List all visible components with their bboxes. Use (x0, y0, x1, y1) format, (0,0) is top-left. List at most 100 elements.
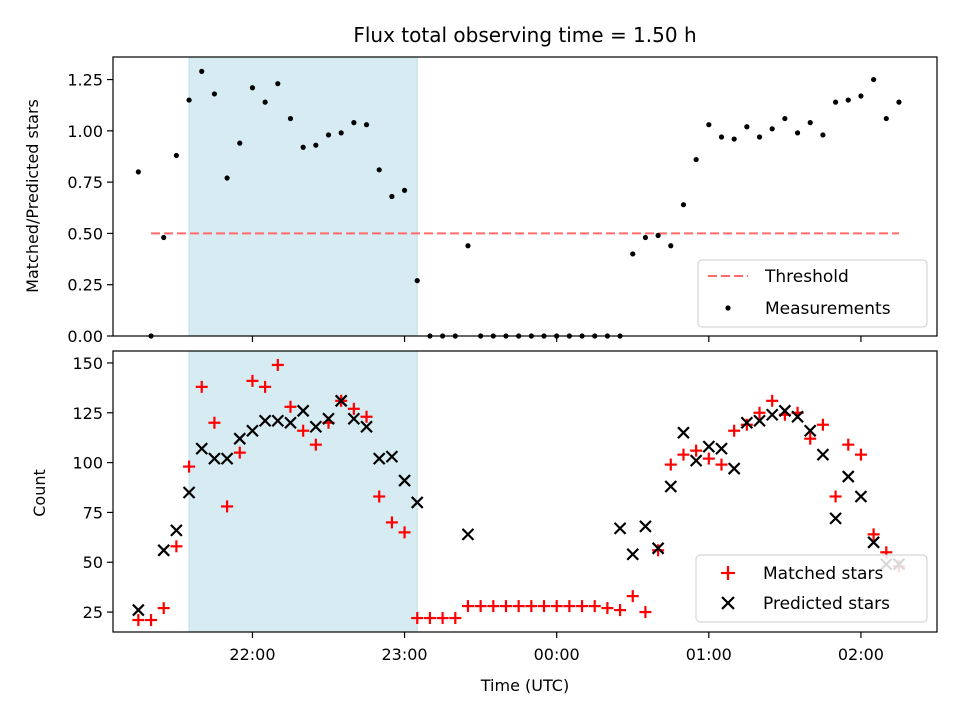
bottom-x-axis-label: Time (UTC) (480, 676, 569, 695)
measurement-point (668, 243, 674, 249)
predicted-star-point (157, 544, 170, 557)
matched-star-point (487, 600, 500, 613)
predicted-star-point (841, 470, 855, 483)
y-tick-label: 1.00 (67, 122, 103, 141)
measurement-point (731, 136, 737, 142)
legend-predicted-marker (721, 596, 735, 610)
y-tick-label: 75 (83, 503, 103, 522)
predicted-star-point (715, 442, 728, 455)
matched-star-point (284, 400, 297, 413)
y-tick-label: 1.25 (67, 71, 103, 90)
matched-star-point (639, 606, 652, 619)
measurement-point (173, 152, 179, 159)
matched-star-point (512, 600, 525, 613)
x-tick-label: 02:00 (838, 645, 884, 664)
measurement-point (782, 115, 788, 122)
predicted-star-point (613, 522, 627, 535)
x-tick-label: 01:00 (686, 645, 732, 664)
matched-star-point (347, 402, 360, 415)
predicted-star-point (702, 440, 716, 453)
measurement-point (313, 142, 319, 148)
matched-star-point (221, 500, 234, 513)
matched-star-point (867, 528, 880, 541)
matched-star-point (690, 444, 703, 457)
matched-star-point (538, 600, 551, 613)
matched-star-point (461, 600, 474, 613)
matched-star-point (183, 460, 196, 473)
matched-star-point (398, 526, 411, 539)
matched-star-point (525, 600, 538, 613)
predicted-star-point (220, 452, 234, 465)
measurement-point (832, 99, 839, 105)
measurement-point (630, 251, 636, 257)
measurement-point (744, 124, 750, 130)
y-tick-label: 0.50 (67, 224, 103, 243)
predicted-star-point (689, 454, 703, 467)
matched-star-point (246, 374, 259, 387)
measurement-point (199, 68, 205, 74)
predicted-star-point (372, 452, 386, 465)
legend-matched-label: Matched stars (763, 564, 883, 584)
matched-star-point (652, 544, 665, 557)
predicted-star-point (639, 520, 652, 533)
predicted-star-point (360, 420, 373, 434)
matched-star-point (423, 612, 436, 625)
predicted-star-point (271, 414, 285, 428)
measurement-point (325, 132, 332, 138)
predicted-star-point (461, 528, 475, 541)
measurement-point (680, 202, 687, 208)
predicted-star-point (195, 442, 209, 455)
measurement-point (287, 115, 294, 122)
matched-stars-series (132, 358, 905, 627)
top-y-axis-label: Matched/Predicted stars (23, 99, 42, 293)
predicted-star-point (791, 410, 804, 424)
matched-star-point (715, 458, 728, 471)
measurement-point (465, 243, 471, 249)
legend-measurements-label: Measurements (765, 299, 891, 319)
predicted-star-point (284, 416, 297, 430)
measurement-point (224, 175, 230, 181)
measurement-point (401, 187, 408, 193)
predicted-star-point (626, 547, 640, 561)
matched-star-point (588, 600, 601, 613)
matched-star-point (614, 604, 627, 617)
measurement-point (693, 156, 699, 163)
measurement-point (389, 193, 395, 200)
measurement-point (756, 134, 763, 140)
matched-star-point (373, 490, 386, 503)
matched-star-point (208, 416, 221, 429)
measurement-point (161, 234, 167, 241)
matched-star-point (563, 600, 576, 613)
bottom-legend-box (695, 554, 928, 623)
measurement-point (211, 91, 218, 97)
matched-star-point (601, 602, 614, 615)
predicted-star-point (334, 394, 348, 408)
measurement-point (820, 132, 826, 138)
predicted-star-point (803, 424, 817, 437)
matched-star-point (233, 446, 246, 459)
predicted-star-point (778, 404, 792, 418)
top-axes-frame (112, 56, 938, 337)
legend-predicted-label: Predicted stars (763, 594, 890, 614)
y-tick-label: 0.00 (67, 327, 103, 346)
measurement-point (237, 140, 243, 146)
matched-star-point (753, 406, 766, 419)
y-tick-label: 150 (72, 354, 103, 373)
y-tick-label: 25 (83, 603, 103, 622)
matched-star-point (854, 448, 867, 461)
predicted-star-point (208, 452, 221, 465)
measurement-point (275, 81, 281, 87)
matched-star-point (297, 424, 310, 437)
top-legend: Threshold Measurements (697, 259, 928, 328)
predicted-star-point (132, 603, 145, 617)
predicted-star-point (309, 420, 323, 434)
measurement-point (376, 167, 382, 173)
matched-star-point (170, 540, 183, 553)
matched-star-point (145, 614, 158, 627)
measurement-point (249, 85, 256, 91)
matched-star-point (664, 458, 677, 471)
predicted-star-point (753, 414, 766, 428)
bottom-panel: 25 50 75 100 125 150 22:00 23:00 00:00 01:00 02:0… (30, 350, 938, 695)
top-legend-box (697, 259, 928, 328)
